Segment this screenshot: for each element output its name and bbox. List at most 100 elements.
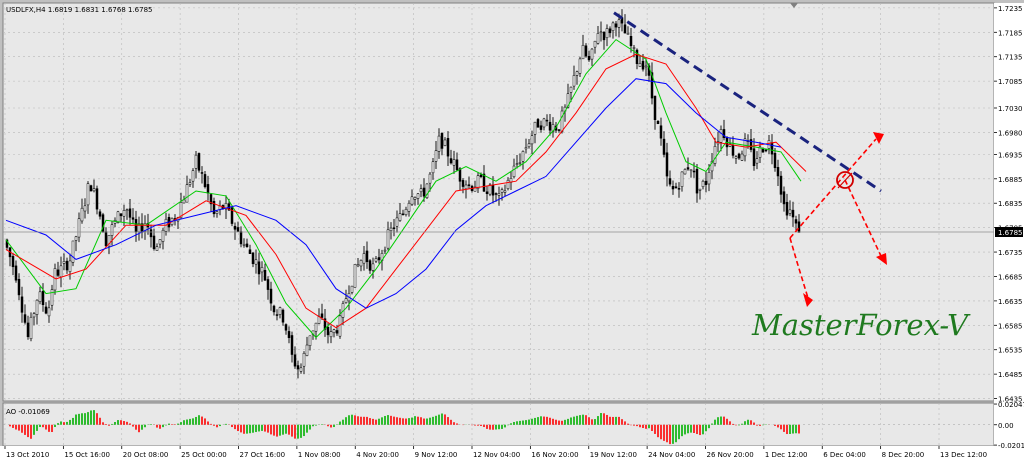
candle-body <box>782 191 786 205</box>
candle-body <box>98 211 102 217</box>
candle-body <box>491 184 495 196</box>
time-tick-label: 24 Nov 04:00 <box>648 451 695 459</box>
candle-body <box>740 153 744 161</box>
candle-body <box>368 260 372 271</box>
candle-body <box>617 19 621 28</box>
candle-body <box>314 322 318 332</box>
price-tick-label: 1.7030 <box>998 105 1023 113</box>
candle-body <box>29 316 33 339</box>
time-tick-label: 25 Oct 00:00 <box>181 451 227 459</box>
candle-body <box>224 203 228 210</box>
candle-body <box>560 110 564 132</box>
ao-indicator-area[interactable] <box>2 402 995 447</box>
candle-body <box>26 322 30 338</box>
candle-body <box>200 172 204 174</box>
candlestick-series <box>5 9 801 379</box>
candle-body <box>449 158 453 164</box>
candle-body <box>644 65 648 68</box>
candle-body <box>374 258 378 262</box>
price-tick-label: 1.6835 <box>998 200 1023 208</box>
candle-body <box>446 138 450 157</box>
candle-body <box>95 188 99 210</box>
candle-body <box>500 189 504 193</box>
watermark-logo: MasterForex-V <box>751 308 971 342</box>
time-tick-label: 8 Dec 20:00 <box>882 451 925 459</box>
moving-average-line <box>5 78 782 309</box>
time-axis[interactable] <box>0 446 1024 463</box>
candle-body <box>11 256 15 268</box>
candle-body <box>77 218 81 238</box>
candle-body <box>686 167 690 170</box>
arrow-line-down-right <box>844 179 882 257</box>
candle-body <box>422 187 426 197</box>
candle-body <box>248 249 252 254</box>
candle-body <box>122 210 126 217</box>
candle-body <box>434 150 438 162</box>
candle-body <box>143 223 147 232</box>
candle-body <box>245 243 249 248</box>
candle-body <box>539 125 543 130</box>
candle-body <box>662 138 666 155</box>
candle-body <box>608 28 612 34</box>
candle-body <box>677 188 681 190</box>
candle-body <box>578 58 582 74</box>
time-tick-label: 15 Oct 16:00 <box>64 451 110 459</box>
candle-body <box>668 178 672 185</box>
candle-body <box>65 260 69 271</box>
candle-body <box>515 163 519 165</box>
time-tick-label: 20 Oct 08:00 <box>123 451 169 459</box>
chart-shift-marker-icon[interactable] <box>790 3 798 8</box>
candle-body <box>104 231 108 247</box>
price-tick-label: 1.6885 <box>998 176 1023 184</box>
candle-body <box>392 227 396 229</box>
main-chart-area[interactable] <box>2 2 995 402</box>
candle-body <box>74 236 78 241</box>
candle-body <box>308 335 312 346</box>
price-tick-label: 1.6935 <box>998 151 1023 159</box>
time-tick-label: 12 Nov 04:00 <box>473 451 520 459</box>
current-price-label: 1.6785 <box>998 229 1023 237</box>
candle-body <box>302 352 306 367</box>
candle-body <box>236 227 240 232</box>
candle-body <box>296 365 300 370</box>
price-axis[interactable] <box>994 3 1024 446</box>
current-price-box <box>995 227 1023 237</box>
candle-body <box>455 159 459 171</box>
candle-body <box>383 249 387 252</box>
candle-body <box>518 162 522 164</box>
candle-body <box>32 313 36 318</box>
candle-body <box>596 33 600 44</box>
candle-body <box>794 219 798 224</box>
candle-body <box>737 153 741 159</box>
candle-body <box>5 239 9 248</box>
intersection-cross-1 <box>837 172 853 189</box>
candle-body <box>707 172 711 185</box>
candle-body <box>179 202 183 218</box>
arrow-down-path <box>789 237 809 299</box>
candle-body <box>287 331 291 339</box>
candle-body <box>38 291 42 302</box>
ao-tick-label: -0.0201 <box>998 442 1024 450</box>
candle-body <box>41 290 45 306</box>
candle-body <box>701 180 705 187</box>
time-tick-label: 1 Nov 08:00 <box>298 451 341 459</box>
price-tick-label: 1.7185 <box>998 29 1023 37</box>
time-tick-label: 13 Dec 12:00 <box>940 451 987 459</box>
candle-body <box>638 63 642 67</box>
candle-body <box>566 93 570 108</box>
candle-body <box>155 246 159 251</box>
candle-body <box>251 252 255 265</box>
price-tick-label: 1.7085 <box>998 78 1023 86</box>
candle-body <box>764 149 768 152</box>
candle-body <box>530 135 534 145</box>
candle-body <box>443 139 447 146</box>
candle-body <box>197 153 201 171</box>
candle-body <box>14 265 18 281</box>
candle-body <box>389 227 393 231</box>
price-tick-label: 1.6685 <box>998 273 1023 281</box>
trend-line[interactable] <box>613 11 882 193</box>
candle-body <box>734 156 738 159</box>
candle-body <box>407 202 411 212</box>
candle-body <box>107 234 111 247</box>
